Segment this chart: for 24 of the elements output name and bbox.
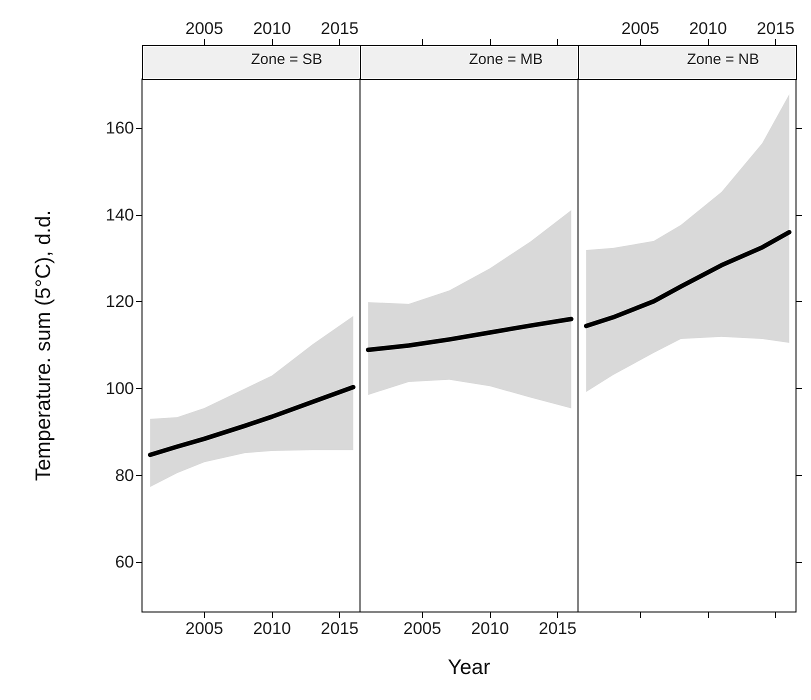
x2-tick-label: 2010 [253, 19, 291, 38]
y-tick-label: 120 [106, 292, 134, 312]
y-tick-label: 100 [106, 378, 134, 398]
y-axis-title: Temperature. sum (5°C), d.d. [32, 210, 55, 481]
y-tick-label: 160 [106, 118, 134, 138]
x2-tick-label: 2010 [689, 19, 727, 38]
line-series [148, 384, 356, 458]
x-tick-label: 2010 [253, 619, 291, 638]
x-tick-label: 2010 [471, 619, 509, 638]
x-tick-label: 2015 [320, 619, 359, 638]
x-tick-label: 2015 [538, 619, 577, 638]
chart-title: Zone = SB [251, 51, 322, 68]
chart-title: Zone = MB [468, 51, 543, 68]
y-tick-label: 60 [115, 552, 134, 572]
x2-tick-label: 2015 [320, 19, 359, 38]
x-axis-title: Year [448, 656, 490, 679]
x2-tick-label: 2005 [185, 19, 224, 38]
x2-tick-label: 2015 [756, 19, 795, 38]
x2-tick-label: 2005 [621, 19, 660, 38]
y-tick-label: 140 [106, 205, 134, 224]
chart-title: Zone = NB [687, 51, 760, 68]
x-tick-label: 2005 [403, 619, 442, 638]
x-tick-label: 2005 [185, 619, 224, 638]
y-tick-label: 80 [115, 466, 134, 485]
